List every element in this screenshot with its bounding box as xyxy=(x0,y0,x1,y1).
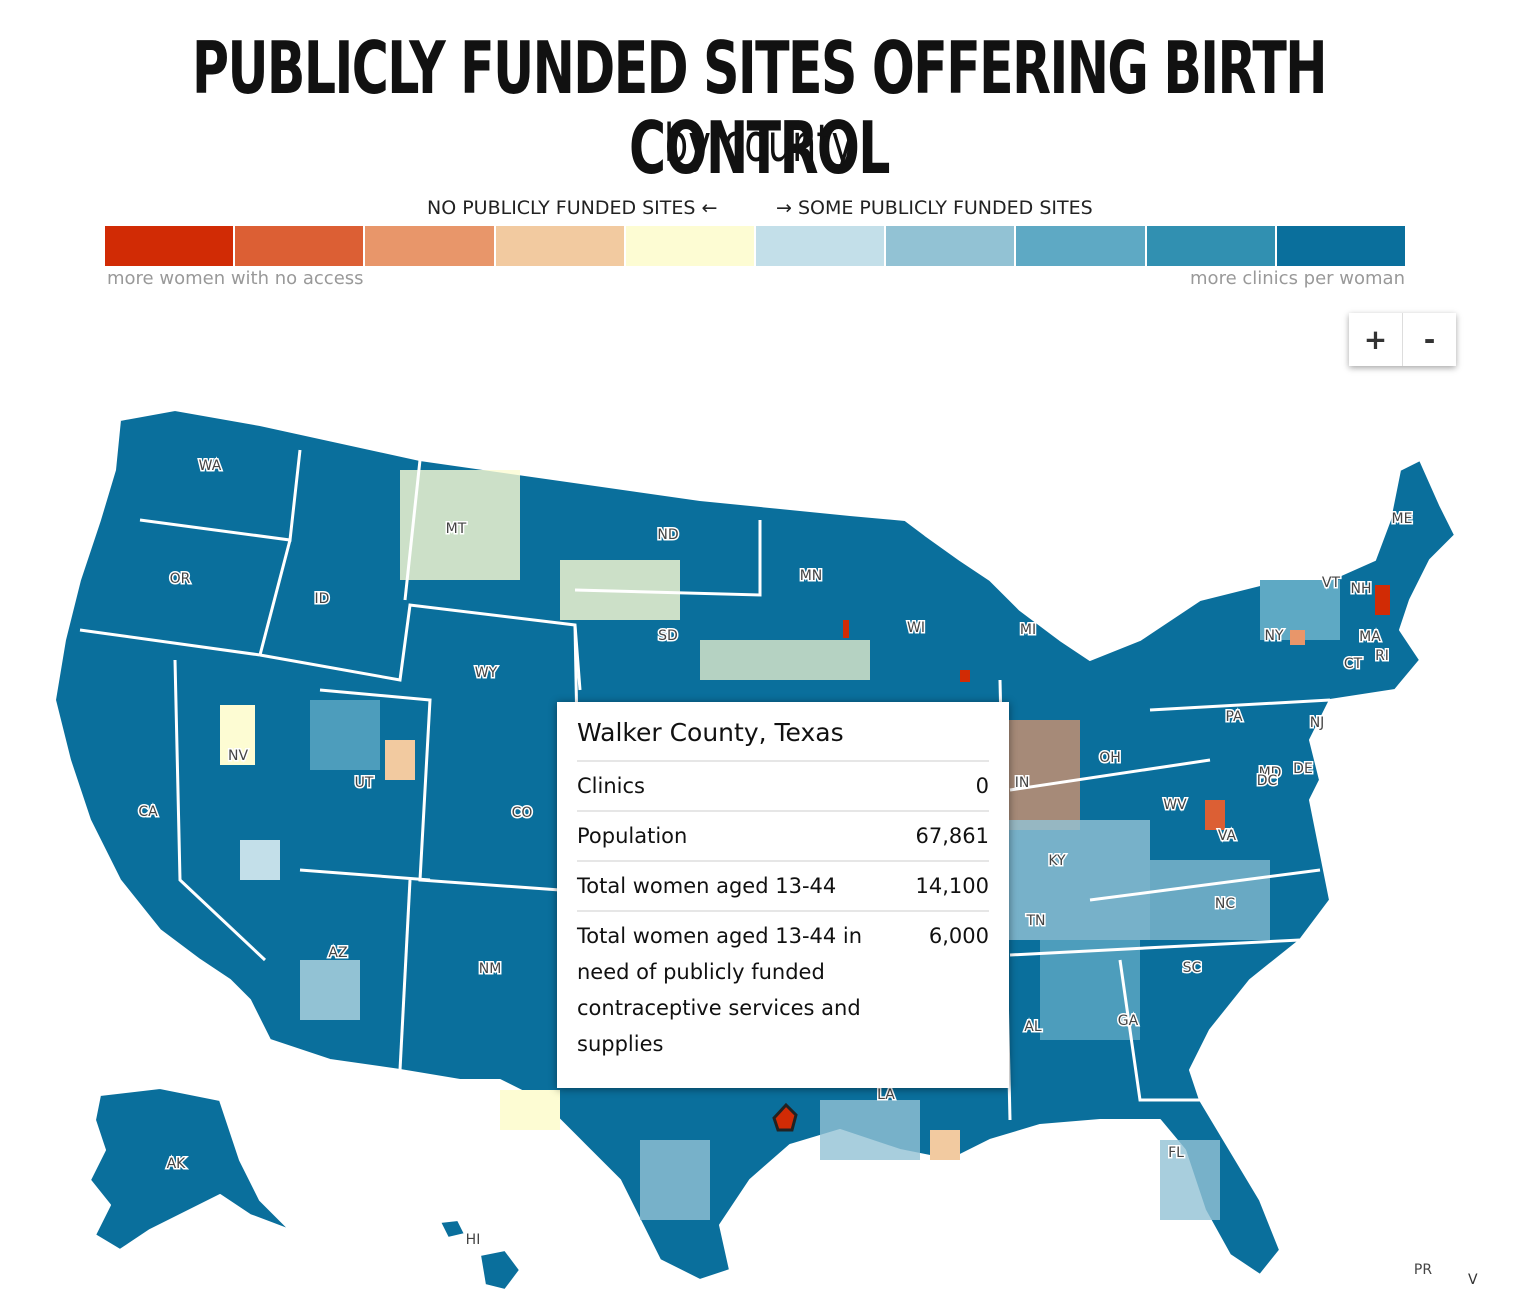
tooltip-row-label: Total women aged 13-44 in need of public… xyxy=(577,924,863,1056)
state-label-fl: FL xyxy=(1168,1145,1184,1161)
state-label-nv: NV xyxy=(228,748,248,764)
hawaii-island[interactable] xyxy=(479,1249,521,1291)
state-label-az: AZ xyxy=(328,945,347,961)
legend-swatch xyxy=(495,226,626,266)
state-label-nd: ND xyxy=(657,527,678,543)
legend-left-heading: NO PUBLICLY FUNDED SITES ← xyxy=(427,197,718,219)
tooltip-row: Population 67,861 xyxy=(577,812,989,862)
state-label-nm: NM xyxy=(479,961,502,977)
zoom-in-button[interactable]: + xyxy=(1349,313,1403,366)
state-label-pa: PA xyxy=(1225,709,1243,725)
state-label-la: LA xyxy=(877,1087,895,1103)
legend-swatch xyxy=(756,226,887,266)
alaska-landmass[interactable] xyxy=(89,1087,291,1251)
legend-swatch xyxy=(886,226,1017,266)
state-label-vt: VT xyxy=(1322,575,1341,591)
state-label-ny: NY xyxy=(1264,628,1283,644)
state-label-mi: MI xyxy=(1020,622,1036,638)
legend-swatch xyxy=(625,226,757,266)
hawaii-islands-small[interactable] xyxy=(439,1219,466,1239)
tooltip-row-value: 14,100 xyxy=(915,874,989,898)
legend-swatch xyxy=(235,226,366,266)
corner-label: V xyxy=(1468,1272,1478,1288)
state-label-oh: OH xyxy=(1099,750,1121,766)
tooltip-row: Total women aged 13-44 in need of public… xyxy=(577,912,989,1068)
state-label-mt: MT xyxy=(446,521,467,537)
tooltip-row: Total women aged 13-44 14,100 xyxy=(577,862,989,912)
legend-swatch xyxy=(365,226,496,266)
state-label-dc: DC xyxy=(1257,773,1278,789)
state-label-al: AL xyxy=(1024,1019,1042,1035)
page-title: PUBLICLY FUNDED SITES OFFERING BIRTH CON… xyxy=(192,26,1328,190)
state-label-wa: WA xyxy=(199,458,222,474)
zoom-controls: + - xyxy=(1349,313,1456,366)
state-label-id: ID xyxy=(315,591,330,607)
state-labels: WA OR CA ID NV MT WY UT AZ CO NM ND SD MN WI MI NY VT NH ME… xyxy=(137,457,1434,1280)
legend-right-note: more clinics per woman xyxy=(1190,268,1405,289)
legend-swatch xyxy=(1016,226,1147,266)
tooltip-row-label: Total women aged 13-44 xyxy=(577,874,837,898)
state-label-nc: NC xyxy=(1215,896,1235,912)
walker-county-highlight[interactable] xyxy=(772,1102,798,1132)
legend-swatch xyxy=(105,226,236,266)
tooltip-row: Clinics 0 xyxy=(577,762,989,812)
state-label-sc: SC xyxy=(1183,960,1202,976)
state-label-ct: CT xyxy=(1344,656,1363,672)
state-label-wy: WY xyxy=(475,665,498,681)
legend-swatch xyxy=(1276,226,1406,266)
legend-left-note: more women with no access xyxy=(107,268,364,289)
state-label-nj: NJ xyxy=(1310,715,1325,731)
tooltip-title: Walker County, Texas xyxy=(577,716,989,762)
legend-right-heading: → SOME PUBLICLY FUNDED SITES xyxy=(776,197,1093,219)
tooltip-row-value: 6,000 xyxy=(928,924,989,948)
state-label-va: VA xyxy=(1218,828,1237,844)
legend-swatch xyxy=(1146,226,1277,266)
tooltip-row-label: Population xyxy=(577,824,688,848)
zoom-out-button[interactable]: - xyxy=(1403,313,1456,366)
page-subtitle: by county xyxy=(663,114,855,174)
county-tooltip: Walker County, Texas Clinics 0 Populatio… xyxy=(557,702,1009,1088)
state-label-nh: NH xyxy=(1351,581,1372,597)
state-label-me: ME xyxy=(1392,511,1413,527)
state-label-sd: SD xyxy=(658,628,678,644)
state-label-ca: CA xyxy=(138,804,158,820)
state-label-ut: UT xyxy=(355,775,374,791)
county-patches xyxy=(220,470,1390,1220)
state-label-wv: WV xyxy=(1163,797,1187,813)
tooltip-row-label: Clinics xyxy=(577,774,645,798)
state-label-in: IN xyxy=(1015,775,1030,791)
state-label-ga: GA xyxy=(1118,1013,1139,1029)
color-legend xyxy=(105,226,1406,266)
state-label-wi: WI xyxy=(907,620,925,636)
state-label-md: MD xyxy=(1259,765,1282,781)
state-label-ri: RI xyxy=(1375,648,1389,664)
state-borders xyxy=(79,449,1331,1121)
state-label-de: DE xyxy=(1293,761,1313,777)
state-label-tn: TN xyxy=(1025,913,1045,929)
state-label-ma: MA xyxy=(1359,629,1381,645)
state-label-hi: HI xyxy=(466,1232,481,1248)
state-label-ak: AK xyxy=(167,1156,187,1172)
state-label-mn: MN xyxy=(800,568,823,584)
state-label-pr: PR xyxy=(1414,1262,1432,1278)
tooltip-row-value: 0 xyxy=(975,774,989,798)
state-label-co: CO xyxy=(512,805,533,821)
state-label-or: OR xyxy=(170,571,191,587)
tooltip-row-value: 67,861 xyxy=(915,824,989,848)
state-label-ky: KY xyxy=(1048,853,1066,869)
